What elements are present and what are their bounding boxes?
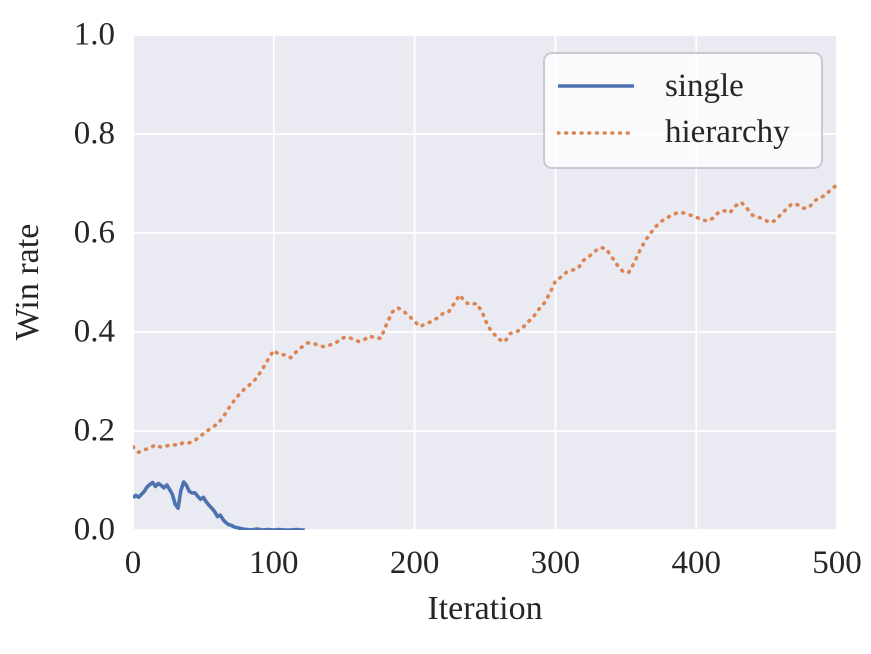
legend-entry-hierarchy: hierarchy — [557, 116, 821, 149]
x-tick-label: 0 — [124, 545, 142, 581]
x-tick-label: 200 — [389, 545, 440, 581]
x-tick-label: 400 — [671, 545, 721, 581]
x-tick-label: 300 — [530, 545, 581, 581]
series-line-single — [133, 480, 305, 530]
legend-entry-single: single — [557, 67, 821, 104]
x-axis-label: Iteration — [427, 590, 543, 627]
single-line-swatch — [558, 84, 634, 88]
y-axis-label: Win rate — [9, 223, 46, 341]
hierarchy-line-swatch — [557, 131, 635, 135]
y-tick-label: 0.2 — [73, 412, 115, 449]
x-tick-label: 100 — [249, 545, 299, 581]
x-tick-label: 500 — [812, 545, 862, 581]
y-tick-label: 0.4 — [73, 313, 115, 350]
y-tick-label: 0.0 — [73, 511, 115, 548]
legend: single hierarchy — [543, 52, 823, 169]
y-tick-label: 0.8 — [73, 115, 115, 152]
y-tick-label: 0.6 — [73, 214, 115, 251]
series-line-hierarchy — [133, 183, 837, 455]
legend-label-single: single — [665, 67, 744, 104]
y-tick-label: 1.0 — [73, 16, 115, 53]
legend-label-hierarchy: hierarchy — [665, 114, 790, 151]
